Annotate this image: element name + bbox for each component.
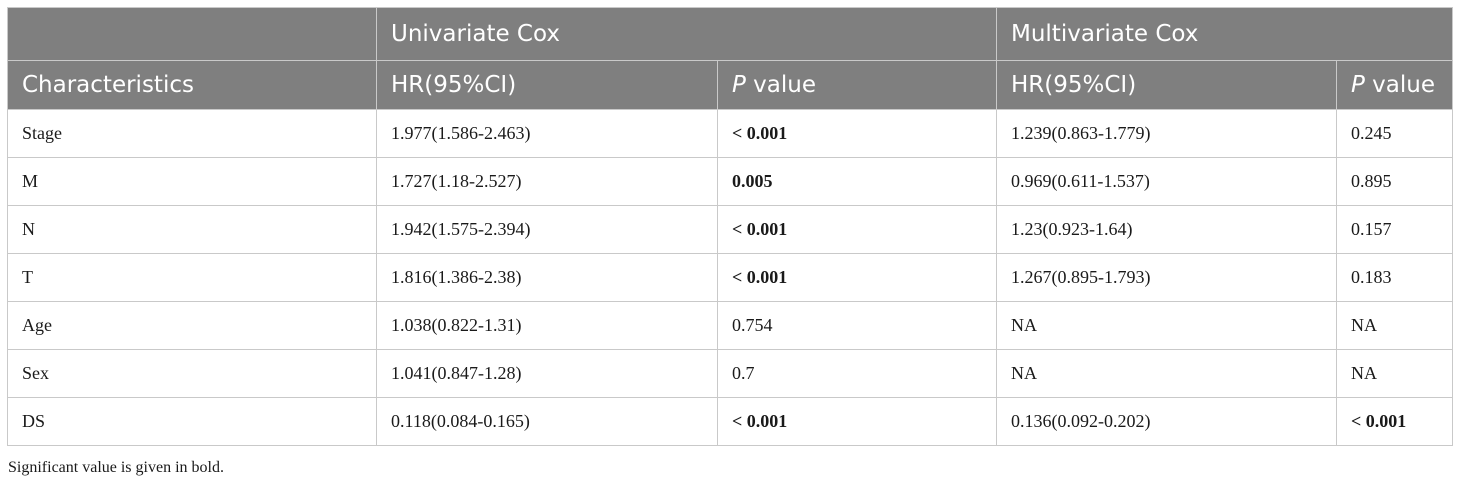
cell-univariate-p: 0.005 bbox=[717, 157, 997, 206]
cell-univariate-hr: 1.942(1.575-2.394) bbox=[376, 205, 718, 254]
cell-multivariate-p: 0.157 bbox=[1335, 205, 1454, 254]
table-body: Stage 1.977(1.586-2.463) < 0.001 1.239(0… bbox=[7, 109, 1454, 446]
column-header-multivariate-p: P value bbox=[1335, 60, 1454, 110]
cell-multivariate-p: NA bbox=[1335, 349, 1454, 398]
table-row: DS 0.118(0.084-0.165) < 0.001 0.136(0.09… bbox=[7, 397, 1454, 446]
table-row: M 1.727(1.18-2.527) 0.005 0.969(0.611-1.… bbox=[7, 157, 1454, 206]
cell-multivariate-hr: 0.136(0.092-0.202) bbox=[996, 397, 1337, 446]
cell-univariate-p: < 0.001 bbox=[717, 397, 997, 446]
cell-characteristic: DS bbox=[7, 397, 377, 446]
cell-characteristic: T bbox=[7, 253, 377, 302]
cell-univariate-hr: 1.727(1.18-2.527) bbox=[376, 157, 718, 206]
cell-multivariate-hr: NA bbox=[996, 301, 1337, 350]
table-row: T 1.816(1.386-2.38) < 0.001 1.267(0.895-… bbox=[7, 253, 1454, 302]
cell-univariate-p: < 0.001 bbox=[717, 205, 997, 254]
cell-multivariate-p: NA bbox=[1335, 301, 1454, 350]
cell-multivariate-hr: 1.23(0.923-1.64) bbox=[996, 205, 1337, 254]
cell-characteristic: M bbox=[7, 157, 377, 206]
cell-characteristic: Sex bbox=[7, 349, 377, 398]
group-header-empty bbox=[7, 7, 377, 61]
cell-univariate-hr: 1.038(0.822-1.31) bbox=[376, 301, 718, 350]
group-header-row: Univariate Cox Multivariate Cox bbox=[7, 7, 1454, 61]
p-italic: P bbox=[732, 72, 746, 98]
column-header-row: Characteristics HR(95%CI) P value HR(95%… bbox=[7, 60, 1454, 110]
group-header-multivariate: Multivariate Cox bbox=[995, 7, 1454, 61]
column-header-characteristics: Characteristics bbox=[7, 60, 377, 110]
cox-regression-table: Univariate Cox Multivariate Cox Characte… bbox=[7, 7, 1454, 446]
cell-multivariate-p: 0.183 bbox=[1335, 253, 1454, 302]
cell-characteristic: N bbox=[7, 205, 377, 254]
table-row: N 1.942(1.575-2.394) < 0.001 1.23(0.923-… bbox=[7, 205, 1454, 254]
table-footnote: Significant value is given in bold. bbox=[8, 459, 224, 476]
cell-univariate-hr: 1.977(1.586-2.463) bbox=[376, 109, 718, 158]
cell-characteristic: Stage bbox=[7, 109, 377, 158]
cell-multivariate-p: < 0.001 bbox=[1335, 397, 1454, 446]
p-italic: P bbox=[1351, 72, 1365, 98]
p-value-suffix: value bbox=[1364, 72, 1436, 98]
cell-univariate-hr: 1.041(0.847-1.28) bbox=[376, 349, 718, 398]
cell-univariate-p: 0.7 bbox=[717, 349, 997, 398]
cox-regression-table-container: Univariate Cox Multivariate Cox Characte… bbox=[7, 7, 1454, 446]
column-header-univariate-hr: HR(95%CI) bbox=[376, 60, 718, 110]
table-row: Sex 1.041(0.847-1.28) 0.7 NA NA bbox=[7, 349, 1454, 398]
cell-multivariate-p: 0.245 bbox=[1335, 109, 1454, 158]
cell-characteristic: Age bbox=[7, 301, 377, 350]
cell-univariate-p: 0.754 bbox=[717, 301, 997, 350]
table-row: Stage 1.977(1.586-2.463) < 0.001 1.239(0… bbox=[7, 109, 1454, 158]
cell-univariate-p: < 0.001 bbox=[717, 109, 997, 158]
table-row: Age 1.038(0.822-1.31) 0.754 NA NA bbox=[7, 301, 1454, 350]
p-value-suffix: value bbox=[745, 72, 817, 98]
cell-multivariate-hr: NA bbox=[996, 349, 1337, 398]
table-header: Univariate Cox Multivariate Cox Characte… bbox=[7, 7, 1454, 110]
cell-multivariate-hr: 0.969(0.611-1.537) bbox=[996, 157, 1337, 206]
cell-multivariate-hr: 1.239(0.863-1.779) bbox=[996, 109, 1337, 158]
group-header-univariate: Univariate Cox bbox=[376, 7, 997, 61]
cell-multivariate-p: 0.895 bbox=[1335, 157, 1454, 206]
column-header-multivariate-hr: HR(95%CI) bbox=[996, 60, 1337, 110]
cell-multivariate-hr: 1.267(0.895-1.793) bbox=[996, 253, 1337, 302]
cell-univariate-p: < 0.001 bbox=[717, 253, 997, 302]
cell-univariate-hr: 1.816(1.386-2.38) bbox=[376, 253, 718, 302]
cell-univariate-hr: 0.118(0.084-0.165) bbox=[376, 397, 718, 446]
column-header-univariate-p: P value bbox=[717, 60, 997, 110]
